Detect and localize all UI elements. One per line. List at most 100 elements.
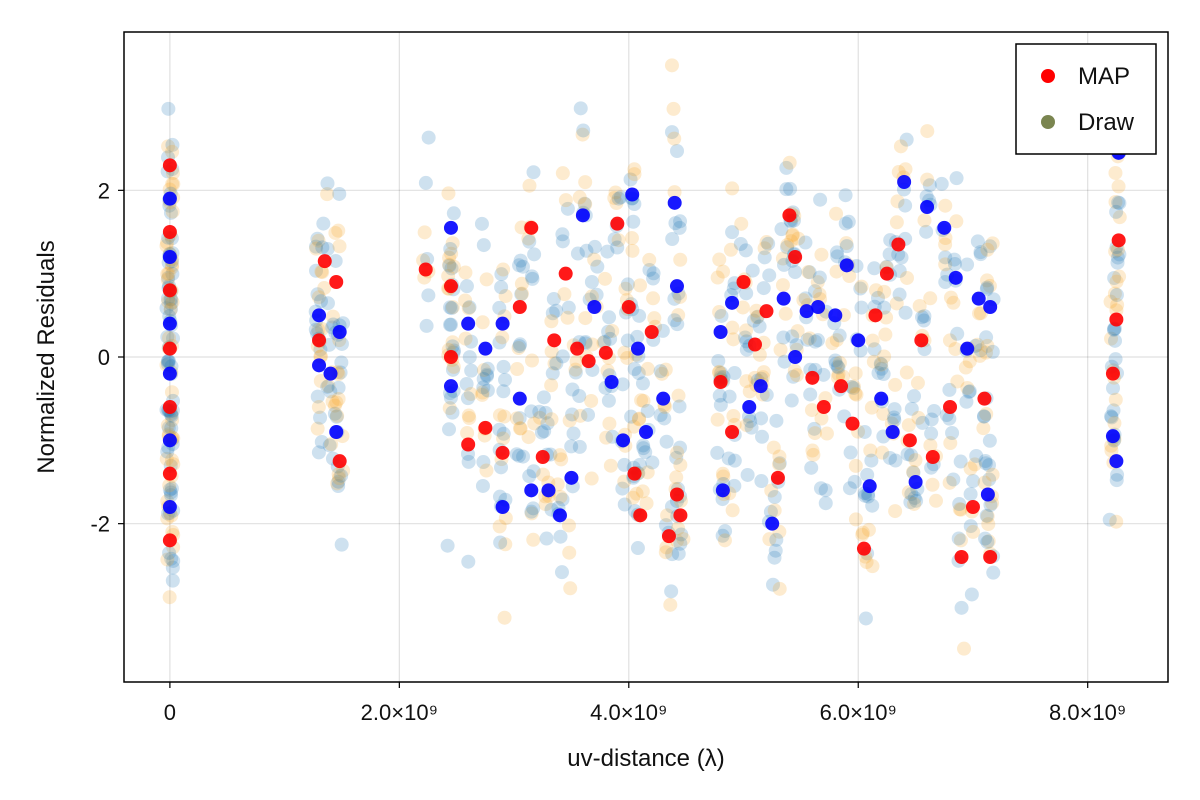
map-point xyxy=(920,200,935,214)
draw-point xyxy=(766,577,781,592)
draw-point xyxy=(1104,410,1119,425)
draw-point xyxy=(1111,179,1126,194)
draw-point xyxy=(602,310,617,325)
map-point xyxy=(715,483,730,498)
draw-point xyxy=(754,411,769,426)
draw-point xyxy=(966,524,981,539)
draw-point xyxy=(951,531,966,546)
draw-point xyxy=(479,272,494,287)
draw-point xyxy=(783,181,798,196)
draw-point xyxy=(658,362,673,377)
map-point xyxy=(524,220,539,235)
draw-point xyxy=(610,240,625,255)
draw-point xyxy=(784,234,799,249)
draw-point xyxy=(313,294,328,309)
draw-point xyxy=(322,438,337,453)
draw-point xyxy=(572,389,587,404)
map-point xyxy=(747,337,762,352)
draw-point xyxy=(1106,403,1121,418)
draw-point xyxy=(576,123,591,138)
draw-point xyxy=(755,429,770,444)
map-point xyxy=(587,300,602,314)
draw-point xyxy=(767,490,782,505)
draw-point xyxy=(316,216,331,231)
draw-point xyxy=(671,388,686,403)
map-point xyxy=(616,433,631,448)
map-point xyxy=(669,279,684,294)
draw-point xyxy=(957,641,972,656)
draw-point xyxy=(165,295,180,310)
draw-point xyxy=(492,300,507,315)
draw-point xyxy=(495,330,510,345)
draw-point xyxy=(960,380,975,395)
draw-point xyxy=(475,385,490,400)
draw-point xyxy=(667,291,682,306)
draw-point xyxy=(540,416,555,431)
draw-point xyxy=(624,231,639,246)
draw-point xyxy=(630,541,645,556)
draw-point xyxy=(814,247,829,262)
draw-point xyxy=(494,267,509,282)
draw-point xyxy=(716,469,731,484)
draw-point xyxy=(460,425,475,440)
map-point xyxy=(1111,233,1126,248)
draw-point xyxy=(444,261,459,276)
draw-point xyxy=(898,305,913,320)
map-point xyxy=(656,391,671,406)
draw-point xyxy=(928,493,943,508)
draw-point xyxy=(788,265,803,280)
draw-point xyxy=(660,508,675,523)
draw-point xyxy=(554,565,569,580)
draw-point xyxy=(526,532,541,547)
draw-point xyxy=(715,528,730,543)
map-point xyxy=(558,266,573,281)
draw-point xyxy=(804,460,819,475)
draw-point xyxy=(938,237,953,252)
draw-point xyxy=(492,519,507,534)
map-point xyxy=(604,375,619,389)
draw-point xyxy=(893,139,908,154)
y-tick-label: -2 xyxy=(90,512,110,537)
draw-point xyxy=(671,521,686,536)
draw-point xyxy=(331,223,346,238)
draw-point xyxy=(960,257,975,272)
draw-point xyxy=(647,311,662,326)
draw-point xyxy=(161,266,176,281)
draw-point xyxy=(808,334,823,349)
draw-point xyxy=(916,313,931,328)
draw-point xyxy=(476,380,491,395)
draw-point xyxy=(979,508,994,523)
draw-point xyxy=(831,360,846,375)
map-point xyxy=(621,300,636,314)
draw-point xyxy=(664,125,679,140)
draw-point xyxy=(514,286,529,301)
map-point xyxy=(977,391,992,406)
map-point xyxy=(162,400,177,414)
draw-point xyxy=(555,492,570,507)
draw-point xyxy=(671,308,686,323)
y-tick-label: 2 xyxy=(98,178,110,203)
draw-point xyxy=(509,447,524,462)
map-point xyxy=(625,187,640,202)
draw-point xyxy=(966,474,981,489)
map-point xyxy=(581,354,596,369)
draw-point xyxy=(657,411,672,426)
draw-point xyxy=(162,354,177,369)
draw-point xyxy=(665,232,680,247)
draw-point xyxy=(565,382,580,397)
draw-point xyxy=(479,463,494,478)
y-axis-label: Normalized Residuals xyxy=(33,240,60,473)
draw-point xyxy=(950,374,965,389)
map-point xyxy=(788,250,803,264)
map-point xyxy=(980,487,995,502)
draw-point xyxy=(524,504,539,519)
draw-point xyxy=(923,291,938,306)
draw-point xyxy=(978,456,993,471)
map-point xyxy=(512,300,527,314)
draw-point xyxy=(710,412,725,427)
draw-point xyxy=(949,171,964,186)
draw-point xyxy=(1112,247,1127,262)
draw-point xyxy=(882,450,897,465)
draw-point xyxy=(615,377,630,392)
